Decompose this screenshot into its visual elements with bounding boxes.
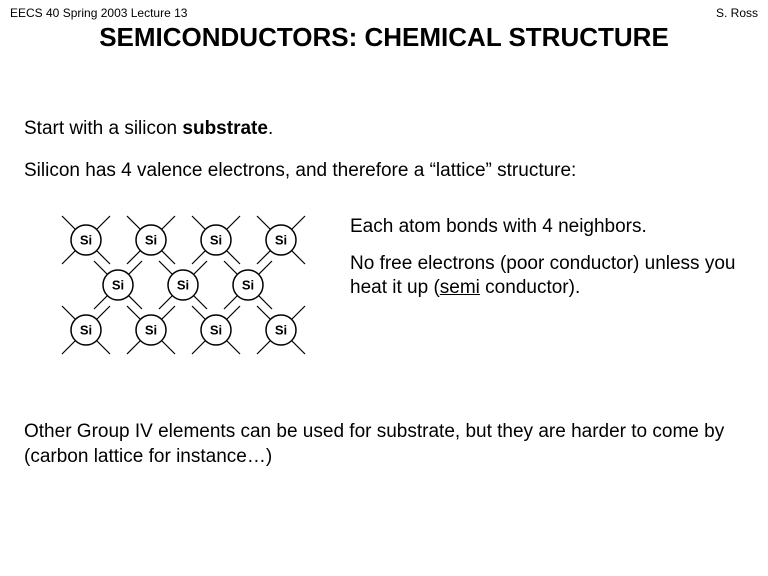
side-text-2-post: conductor).	[480, 277, 580, 298]
side-text-1: Each atom bonds with 4 neighbors.	[350, 215, 750, 240]
lattice-nodes: Si Si Si Si Si Si Si Si Si Si Si	[71, 225, 296, 345]
header-left: EECS 40 Spring 2003 Lecture 13	[10, 6, 187, 20]
atom-label: Si	[145, 233, 157, 248]
atom-label: Si	[112, 278, 124, 293]
intro-line-1-pre: Start with a silicon	[24, 118, 182, 139]
atom-label: Si	[242, 278, 254, 293]
bottom-text: Other Group IV elements can be used for …	[24, 420, 744, 469]
intro-line-1: Start with a silicon substrate.	[24, 118, 273, 140]
atom-label: Si	[177, 278, 189, 293]
atom-label: Si	[80, 323, 92, 338]
side-text-2: No free electrons (poor conductor) unles…	[350, 252, 750, 301]
intro-line-1-bold: substrate	[182, 118, 268, 139]
page-title: SEMICONDUCTORS: CHEMICAL STRUCTURE	[0, 22, 768, 53]
atom-label: Si	[80, 233, 92, 248]
lattice-diagram: Si Si Si Si Si Si Si Si Si Si Si	[36, 200, 326, 370]
atom-label: Si	[210, 233, 222, 248]
atom-label: Si	[145, 323, 157, 338]
intro-line-2: Silicon has 4 valence electrons, and the…	[24, 160, 576, 182]
side-text-2-underline: semi	[440, 277, 480, 298]
atom-label: Si	[210, 323, 222, 338]
side-text: Each atom bonds with 4 neighbors. No fre…	[350, 215, 750, 313]
atom-label: Si	[275, 233, 287, 248]
intro-line-1-post: .	[268, 118, 273, 139]
atom-label: Si	[275, 323, 287, 338]
slide: EECS 40 Spring 2003 Lecture 13 S. Ross S…	[0, 0, 768, 576]
header-right: S. Ross	[716, 6, 758, 20]
